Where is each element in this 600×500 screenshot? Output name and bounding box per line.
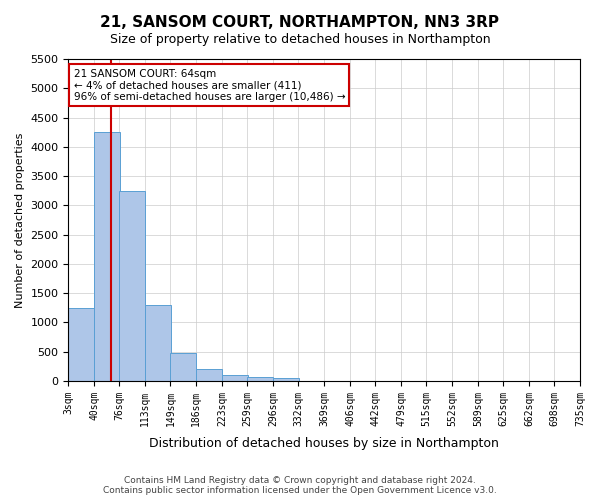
Text: Contains HM Land Registry data © Crown copyright and database right 2024.
Contai: Contains HM Land Registry data © Crown c… <box>103 476 497 495</box>
Text: 21 SANSOM COURT: 64sqm
← 4% of detached houses are smaller (411)
96% of semi-det: 21 SANSOM COURT: 64sqm ← 4% of detached … <box>74 68 345 102</box>
Bar <box>145 305 171 381</box>
Bar <box>222 375 248 381</box>
Bar <box>170 353 196 381</box>
Bar <box>273 378 299 381</box>
Bar <box>196 369 222 381</box>
Bar <box>68 308 94 381</box>
Text: 21, SANSOM COURT, NORTHAMPTON, NN3 3RP: 21, SANSOM COURT, NORTHAMPTON, NN3 3RP <box>101 15 499 30</box>
Bar <box>94 132 120 381</box>
Bar <box>119 190 145 381</box>
X-axis label: Distribution of detached houses by size in Northampton: Distribution of detached houses by size … <box>149 437 499 450</box>
Bar <box>247 376 273 381</box>
Y-axis label: Number of detached properties: Number of detached properties <box>15 132 25 308</box>
Text: Size of property relative to detached houses in Northampton: Size of property relative to detached ho… <box>110 32 490 46</box>
